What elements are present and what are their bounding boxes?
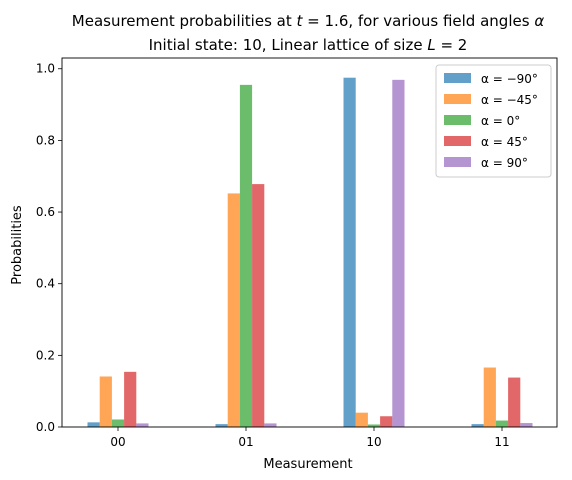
bar-01-series-3 bbox=[252, 184, 265, 427]
y-axis-label: Probabilities bbox=[10, 205, 25, 285]
legend-frame bbox=[435, 64, 552, 178]
bar-00-series-0 bbox=[87, 422, 100, 427]
legend-entry-label: α = −90° bbox=[481, 72, 538, 86]
x-tick-label: 00 bbox=[110, 435, 125, 449]
bar-01-series-1 bbox=[227, 193, 240, 427]
bar-11-series-3 bbox=[508, 377, 521, 427]
legend-swatch bbox=[444, 136, 471, 146]
legend-swatch bbox=[444, 94, 471, 104]
legend-entry-label: α = −45° bbox=[481, 93, 538, 107]
bar-11-series-2 bbox=[495, 420, 509, 427]
bar-01-series-2 bbox=[239, 84, 253, 428]
y-tick-label: 0.8 bbox=[36, 133, 55, 147]
legend-entry-label: α = 45° bbox=[481, 135, 528, 149]
legend-swatch bbox=[444, 73, 471, 83]
x-axis-label: Measurement bbox=[263, 457, 352, 472]
bar-00-series-4 bbox=[136, 423, 149, 427]
y-tick-label: 0.2 bbox=[36, 348, 55, 362]
plot-area: 0.0 0.2 0.4 0.6 0.8 1.0 00 01 10 11 bbox=[36, 57, 558, 449]
chart-title-line-1: Measurement probabilities at t = 1.6, fo… bbox=[72, 12, 545, 30]
x-tick-label: 01 bbox=[238, 435, 253, 449]
legend-entry-label: α = 0° bbox=[481, 114, 520, 128]
bar-01-series-4 bbox=[264, 423, 277, 427]
y-tick-label: 0.0 bbox=[36, 420, 55, 434]
bar-11-series-1 bbox=[483, 367, 496, 427]
bar-01-series-0 bbox=[215, 424, 228, 427]
bar-11-series-4 bbox=[520, 423, 533, 427]
y-tick-label: 0.6 bbox=[36, 205, 55, 219]
chart-title-line-2: Initial state: 10, Linear lattice of siz… bbox=[149, 36, 468, 54]
bar-11-series-0 bbox=[471, 424, 484, 427]
bar-10-series-2 bbox=[367, 424, 381, 427]
bar-10-series-4 bbox=[392, 79, 405, 427]
bar-00-series-3 bbox=[124, 371, 137, 427]
axes-frame bbox=[61, 57, 558, 428]
legend-entry-label: α = 90° bbox=[481, 156, 528, 170]
legend-swatch bbox=[444, 157, 471, 167]
y-tick-label: 0.4 bbox=[36, 277, 55, 291]
bar-00-series-2 bbox=[111, 419, 125, 427]
x-tick-label: 11 bbox=[494, 435, 509, 449]
bar-10-series-0 bbox=[343, 77, 356, 427]
x-tick-label: 10 bbox=[366, 435, 381, 449]
bar-00-series-1 bbox=[99, 376, 112, 427]
legend-swatch bbox=[444, 115, 471, 125]
legend: α = −90° α = −45° α = 0° α = 45° α = 90° bbox=[435, 64, 552, 178]
y-tick-label: 1.0 bbox=[36, 62, 55, 76]
bar-10-series-3 bbox=[380, 416, 393, 427]
bar-10-series-1 bbox=[355, 412, 368, 427]
